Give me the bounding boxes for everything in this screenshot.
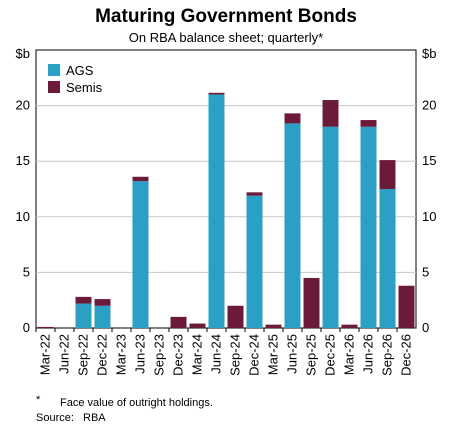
bar-semis-sep-22 bbox=[75, 296, 92, 304]
x-tick-label: Jun-25 bbox=[285, 334, 300, 374]
x-tick-label: Mar-22 bbox=[38, 334, 53, 375]
y-tick-label-left: 0 bbox=[23, 320, 30, 335]
bar-semis-dec-25 bbox=[322, 100, 339, 127]
x-tick-label: Sep-24 bbox=[228, 334, 243, 376]
bar-semis-dec-23 bbox=[170, 316, 187, 328]
bar-semis-jun-26 bbox=[360, 120, 377, 127]
x-tick-label: Dec-23 bbox=[171, 334, 186, 376]
legend-swatch-semis bbox=[48, 81, 60, 93]
bar-semis-sep-25 bbox=[303, 277, 320, 328]
bar-semis-mar-26 bbox=[341, 324, 358, 328]
bar-ags-jun-24 bbox=[208, 94, 225, 328]
bar-ags-jun-23 bbox=[132, 181, 149, 328]
x-tick-label: Jun-23 bbox=[133, 334, 148, 374]
x-tick-label: Mar-26 bbox=[342, 334, 357, 375]
legend-label-semis: Semis bbox=[66, 80, 103, 95]
x-tick-label: Dec-22 bbox=[95, 334, 110, 376]
bar-semis-dec-26 bbox=[398, 285, 415, 328]
y-tick-label-left: 5 bbox=[23, 264, 30, 279]
bar-ags-dec-25 bbox=[322, 126, 339, 328]
bar-ags-jun-25 bbox=[284, 123, 301, 328]
x-tick-label: Jun-22 bbox=[57, 334, 72, 374]
bars bbox=[37, 92, 415, 328]
gridlines bbox=[36, 105, 416, 273]
x-tick-label: Dec-24 bbox=[247, 334, 262, 376]
y-tick-label-right: 0 bbox=[422, 320, 429, 335]
source-value: RBA bbox=[83, 412, 106, 424]
legend-swatch-ags bbox=[48, 64, 60, 76]
bar-ags-jun-26 bbox=[360, 126, 377, 328]
bar-semis-jun-25 bbox=[284, 113, 301, 124]
x-tick-label: Sep-26 bbox=[380, 334, 395, 376]
x-tick-label: Jun-24 bbox=[209, 334, 224, 374]
x-tick-label: Sep-23 bbox=[152, 334, 167, 376]
x-tick-label: Mar-23 bbox=[114, 334, 129, 375]
bar-ags-dec-22 bbox=[94, 305, 111, 328]
right-unit-label: $b bbox=[422, 46, 436, 61]
y-tick-label-left: 10 bbox=[16, 209, 30, 224]
x-tick-label: Jun-26 bbox=[361, 334, 376, 374]
bar-ags-dec-24 bbox=[246, 195, 263, 328]
footnote-text: Face value of outright holdings. bbox=[60, 397, 213, 409]
x-tick-label: Mar-24 bbox=[190, 334, 205, 375]
y-tick-label-right: 20 bbox=[422, 98, 436, 113]
bar-semis-sep-26 bbox=[379, 160, 396, 189]
y-tick-label-right: 15 bbox=[422, 153, 436, 168]
bar-semis-jun-23 bbox=[132, 176, 149, 182]
bar-semis-dec-24 bbox=[246, 192, 263, 196]
legend: AGS Semis bbox=[48, 63, 103, 95]
bar-semis-mar-22 bbox=[37, 326, 54, 328]
x-tick-label: Dec-26 bbox=[399, 334, 414, 376]
bar-ags-sep-26 bbox=[379, 189, 396, 328]
x-tick-label: Mar-25 bbox=[266, 334, 281, 375]
x-tick-labels: Mar-22 Jun-22 Sep-22 Dec-22 Mar-23 Jun-23 Sep-… bbox=[35, 328, 414, 376]
bar-semis-dec-22 bbox=[94, 299, 111, 306]
legend-label-ags: AGS bbox=[66, 63, 94, 78]
bar-semis-mar-24 bbox=[189, 323, 206, 328]
y-tick-label-right: 5 bbox=[422, 264, 429, 279]
x-tick-label: Sep-25 bbox=[304, 334, 319, 376]
y-tick-label-right: 10 bbox=[422, 209, 436, 224]
y-tick-label-left: 15 bbox=[16, 153, 30, 168]
x-tick-label: Dec-25 bbox=[323, 334, 338, 376]
bar-semis-jun-24 bbox=[208, 92, 225, 95]
chart-subtitle: On RBA balance sheet; quarterly* bbox=[129, 30, 323, 45]
chart-title: Maturing Government Bonds bbox=[95, 6, 357, 27]
x-tick-label: Sep-22 bbox=[76, 334, 91, 376]
bar-semis-mar-25 bbox=[265, 324, 282, 328]
left-unit-label: $b bbox=[16, 46, 30, 61]
y-tick-labels: 0 0 5 5 10 10 15 15 20 20 bbox=[16, 98, 437, 335]
bar-ags-sep-22 bbox=[75, 303, 92, 328]
bar-semis-sep-24 bbox=[227, 305, 244, 328]
footnote-marker: * bbox=[36, 394, 41, 406]
y-tick-label-left: 20 bbox=[16, 98, 30, 113]
source-label: Source: bbox=[36, 412, 74, 424]
